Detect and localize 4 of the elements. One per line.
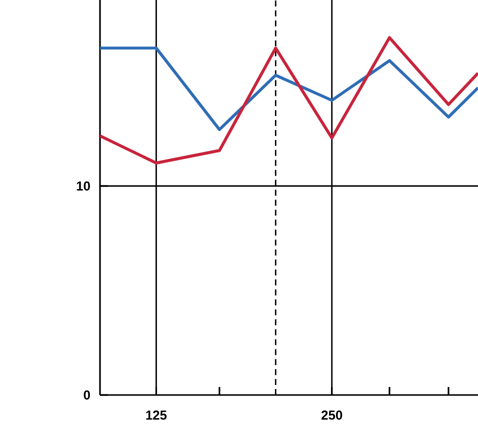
x-tick-label: 125 xyxy=(146,410,167,420)
y-tick-label: 0 xyxy=(84,390,90,400)
x-tick-label: 250 xyxy=(322,410,342,420)
y-tick-label: 10 xyxy=(76,181,90,191)
